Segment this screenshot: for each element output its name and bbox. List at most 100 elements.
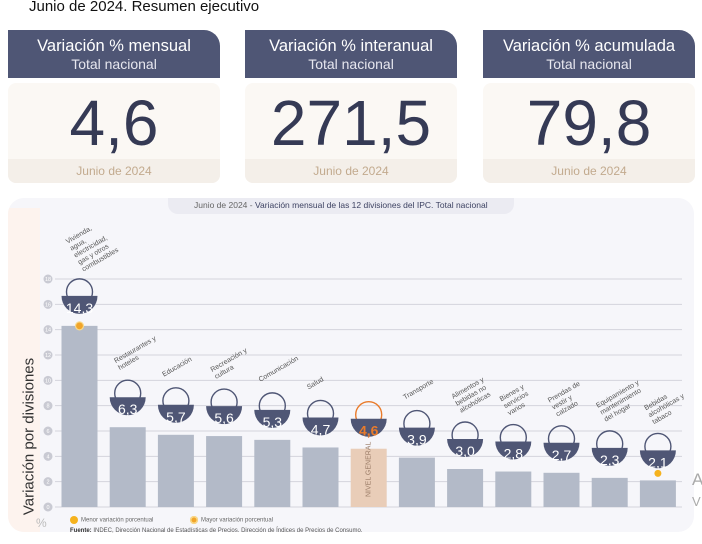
y-tick-label: 18 xyxy=(45,277,51,283)
y-tick-marker xyxy=(43,350,53,360)
category-label: Recreación ycultura xyxy=(210,347,253,381)
legend-min: Menor variación porcentual xyxy=(70,516,153,524)
watermark-line-2: V xyxy=(692,494,701,509)
chart-title-text: Variación mensual de las 12 divisiones d… xyxy=(254,200,488,210)
value-badge xyxy=(157,404,194,423)
value-label: 4,7 xyxy=(311,421,331,437)
bar xyxy=(61,325,98,507)
legend-max: Mayor variación porcentual xyxy=(190,516,273,524)
bar xyxy=(109,427,146,507)
value-label: 5,3 xyxy=(263,414,283,430)
y-axis-band xyxy=(8,208,40,532)
page-title: Junio de 2024. Resumen ejecutivo xyxy=(29,0,260,15)
value-label: 2,1 xyxy=(648,454,668,470)
value-label: 5,7 xyxy=(166,409,186,425)
category-label: Comunicación xyxy=(258,355,300,383)
category-label-line: Educación xyxy=(161,356,193,378)
chart-title: Junio de 2024 - Variación mensual de las… xyxy=(168,198,514,214)
y-tick-label: 10 xyxy=(45,378,51,384)
category-label-line: Transporte xyxy=(402,378,435,401)
y-tick-marker xyxy=(43,375,53,385)
category-label: Restaurantes yhoteles xyxy=(113,335,162,372)
category-label: Alimentos ybebidas noalcohólicas xyxy=(451,376,494,414)
bar xyxy=(254,439,291,507)
bar xyxy=(591,477,628,507)
card-yearly: Variación % interanual Total nacional 271… xyxy=(245,30,457,183)
bar xyxy=(398,457,435,507)
value-badge xyxy=(206,406,243,425)
card-period: Junio de 2024 xyxy=(245,159,457,183)
source-text: INDEC, Dirección Nacional de Estadística… xyxy=(93,528,363,534)
card-subtitle: Total nacional xyxy=(71,56,157,72)
y-tick-label: 0 xyxy=(46,505,49,511)
card-subtitle: Total nacional xyxy=(308,56,394,72)
y-tick-label: 2 xyxy=(46,480,49,486)
legend-min-label: Menor variación porcentual xyxy=(81,517,154,524)
watermark-line-1: A xyxy=(692,470,702,489)
y-tick-label: 16 xyxy=(45,302,51,308)
y-tick-label: 14 xyxy=(45,328,51,334)
legend-max-dot xyxy=(190,516,198,524)
value-badge xyxy=(591,447,628,466)
value-label: 2,7 xyxy=(552,447,572,463)
card-title: Variación % acumulada xyxy=(502,37,676,55)
bar xyxy=(157,434,194,507)
value-label: 3,0 xyxy=(455,443,475,459)
value-badge xyxy=(495,441,532,460)
card-period: Junio de 2024 xyxy=(8,159,220,183)
y-tick-marker xyxy=(43,451,53,461)
y-tick-marker xyxy=(43,401,53,411)
category-label-line: Salud xyxy=(306,376,325,391)
legend-min-dot xyxy=(70,516,78,524)
category-label-line: Comunicación xyxy=(258,355,300,383)
max-marker xyxy=(74,321,85,331)
min-marker xyxy=(654,469,662,477)
y-tick-label: 4 xyxy=(46,454,49,460)
category-label: Equipamiento ymantenimientodel hogar xyxy=(595,379,649,423)
card-subtitle: Total nacional xyxy=(546,56,632,72)
bar xyxy=(302,447,339,507)
chart-title-period: Junio de 2024 xyxy=(194,200,248,210)
value-badge xyxy=(302,417,339,436)
value-label: 2,8 xyxy=(504,446,524,462)
value-label: 4,6 xyxy=(359,423,379,439)
y-tick-marker xyxy=(43,274,53,284)
card-title: Variación % mensual xyxy=(37,37,191,55)
category-label: Salud xyxy=(306,376,325,391)
value-badge xyxy=(61,295,98,314)
bar xyxy=(495,471,532,507)
value-badge xyxy=(350,418,387,437)
value-label: 3,9 xyxy=(407,432,427,448)
category-label: Transporte xyxy=(402,378,435,401)
value-badge xyxy=(447,439,484,457)
card-value: 271,5 xyxy=(270,87,432,159)
bar xyxy=(639,480,676,507)
y-tick-label: 6 xyxy=(46,429,49,435)
value-label: 5,6 xyxy=(214,410,234,426)
y-tick-label: 12 xyxy=(45,353,51,359)
value-badge xyxy=(109,397,146,416)
y-tick-marker xyxy=(43,502,53,512)
y-tick-marker xyxy=(43,299,53,309)
card-value: 4,6 xyxy=(69,87,159,159)
value-badge xyxy=(254,409,291,428)
source-note: Fuente: INDEC, Dirección Nacional de Est… xyxy=(70,528,362,534)
y-tick-label: 8 xyxy=(46,404,49,410)
bar xyxy=(543,472,580,507)
value-badge xyxy=(543,442,580,461)
value-badge xyxy=(398,427,435,446)
bar xyxy=(350,448,387,507)
y-unit: % xyxy=(36,516,47,530)
y-tick-marker xyxy=(43,426,53,436)
category-label: Vivienda,agua,electricidad,gas y otrosco… xyxy=(65,219,120,273)
bar xyxy=(206,436,243,507)
value-label: 14,3 xyxy=(66,300,93,316)
category-label: Bienes yserviciosvarios xyxy=(499,383,535,417)
card-title: Variación % interanual xyxy=(269,37,433,55)
category-label: Educación xyxy=(161,356,193,378)
bar xyxy=(447,469,484,507)
value-label: 6,3 xyxy=(118,401,138,417)
card-value: 79,8 xyxy=(526,87,652,159)
legend-max-label: Mayor variación porcentual xyxy=(201,517,274,524)
